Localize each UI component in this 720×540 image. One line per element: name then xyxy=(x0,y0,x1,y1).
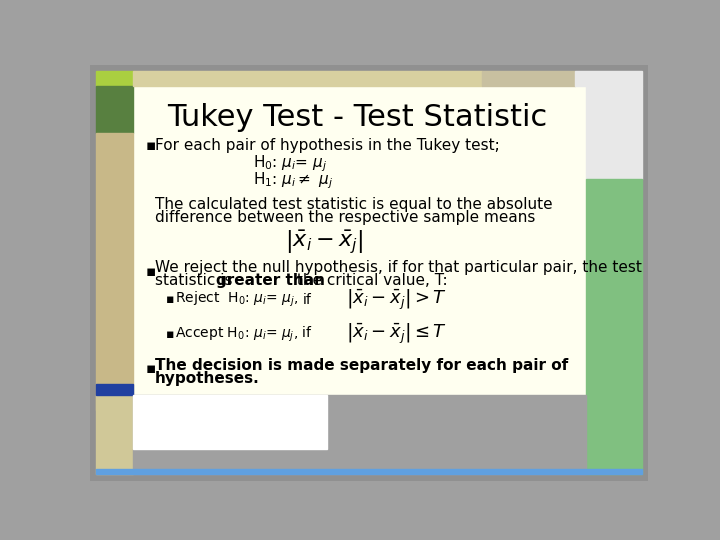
Text: H$_0$: $\mu_i$= $\mu_j$: H$_0$: $\mu_i$= $\mu_j$ xyxy=(253,153,327,174)
Bar xyxy=(90,65,648,71)
Bar xyxy=(96,395,133,475)
Bar xyxy=(96,469,642,475)
Bar xyxy=(133,86,586,395)
Text: ▪: ▪ xyxy=(145,138,156,153)
Bar xyxy=(90,65,96,481)
Text: greater than: greater than xyxy=(216,273,325,288)
Text: We reject the null hypothesis, if for that particular pair, the test: We reject the null hypothesis, if for th… xyxy=(155,260,642,275)
Bar xyxy=(586,179,642,394)
Text: ▪: ▪ xyxy=(166,328,174,341)
Text: difference between the respective sample means: difference between the respective sample… xyxy=(155,210,536,225)
Text: ▪: ▪ xyxy=(166,293,174,306)
Bar xyxy=(96,132,133,410)
Text: ▪: ▪ xyxy=(145,361,156,376)
Text: Accept H$_0$: $\mu_i$= $\mu_j$, if: Accept H$_0$: $\mu_i$= $\mu_j$, if xyxy=(175,325,313,344)
Text: The decision is made separately for each pair of: The decision is made separately for each… xyxy=(155,357,568,373)
Text: H$_1$: $\mu_i$$\neq$ $\mu_j$: H$_1$: $\mu_i$$\neq$ $\mu_j$ xyxy=(253,170,333,191)
Text: $\left|\bar{x}_i - \bar{x}_j\right| \leq T$: $\left|\bar{x}_i - \bar{x}_j\right| \leq… xyxy=(346,322,447,347)
Text: Reject  H$_0$: $\mu_i$= $\mu_j$,: Reject H$_0$: $\mu_i$= $\mu_j$, xyxy=(175,290,299,309)
Bar xyxy=(133,395,327,449)
Bar xyxy=(133,395,586,475)
Text: The calculated test statistic is equal to the absolute: The calculated test statistic is equal t… xyxy=(155,198,553,212)
Text: For each pair of hypothesis in the Tukey test;: For each pair of hypothesis in the Tukey… xyxy=(155,138,500,153)
Bar xyxy=(96,384,133,395)
Text: Tukey Test - Test Statistic: Tukey Test - Test Statistic xyxy=(167,103,547,132)
Text: hypotheses.: hypotheses. xyxy=(155,372,260,387)
Bar xyxy=(96,71,133,86)
Bar xyxy=(586,394,642,475)
Text: the critical value, T:: the critical value, T: xyxy=(292,273,448,288)
Bar xyxy=(482,71,575,86)
Text: $\left|\bar{x}_i - \bar{x}_j\right|$: $\left|\bar{x}_i - \bar{x}_j\right|$ xyxy=(285,228,364,255)
Text: if: if xyxy=(303,293,312,307)
Text: $\left|\bar{x}_i - \bar{x}_j\right| > T$: $\left|\bar{x}_i - \bar{x}_j\right| > T$ xyxy=(346,287,447,312)
Bar xyxy=(90,475,648,481)
Bar xyxy=(133,71,482,86)
Bar xyxy=(586,86,642,179)
Text: ▪: ▪ xyxy=(145,264,156,279)
Text: statistic is: statistic is xyxy=(155,273,238,288)
Bar xyxy=(642,65,648,481)
Bar xyxy=(575,71,642,86)
Bar xyxy=(96,86,133,132)
